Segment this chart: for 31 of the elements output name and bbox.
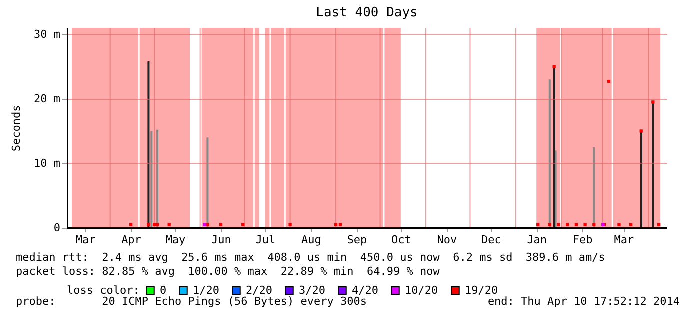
y-tick-label: 10 m — [34, 156, 61, 170]
x-tick-label: Nov — [437, 234, 458, 246]
y-tick-label: 20 m — [34, 92, 61, 106]
legend-label: 19/20 — [465, 284, 498, 297]
x-tick-label: Mar — [76, 234, 96, 246]
text: end: Thu Apr 10 17:52:12 2014 — [488, 295, 680, 308]
legend-label: 3/20 — [299, 284, 326, 297]
legend-label: 2/20 — [246, 284, 272, 297]
text: packet loss: 82.85 % avg 100.00 % max 22.89 % min 64.99 % now — [16, 265, 441, 279]
y-tick-label: 0 — [54, 222, 60, 234]
legend-label: 1/20 — [193, 284, 220, 297]
x-tick-label: Jun — [212, 234, 232, 246]
legend-label: 0 — [160, 284, 167, 297]
y-tick-label: 30 m — [34, 28, 61, 41]
chart-title: Last 400 Days — [316, 6, 418, 20]
legend-label: 10/20 — [405, 284, 438, 297]
x-tick-label: Mar — [614, 234, 634, 246]
x-tick-label: Feb — [572, 234, 593, 246]
text: median rtt: 2.4 ms avg 25.6 ms max 408.0 us min 450.0 us now 6.2 ms sd 389.6 m am/s — [16, 251, 606, 265]
x-tick-label: Jul — [256, 234, 276, 246]
text: probe: 20 ICMP Echo Pings (56 Bytes) every 300s — [16, 295, 367, 308]
x-tick-label: Jan — [527, 234, 548, 246]
x-tick-label: Oct — [391, 234, 412, 246]
x-tick-label: Aug — [302, 234, 322, 246]
x-tick-label: May — [166, 234, 186, 246]
legend-label: 4/20 — [352, 284, 378, 297]
x-tick-label: Apr — [122, 234, 142, 246]
x-tick-label: Sep — [347, 234, 368, 246]
legend-title: loss color: — [67, 284, 140, 297]
y-axis-title: Seconds — [10, 105, 24, 152]
x-tick-label: Dec — [481, 234, 502, 246]
